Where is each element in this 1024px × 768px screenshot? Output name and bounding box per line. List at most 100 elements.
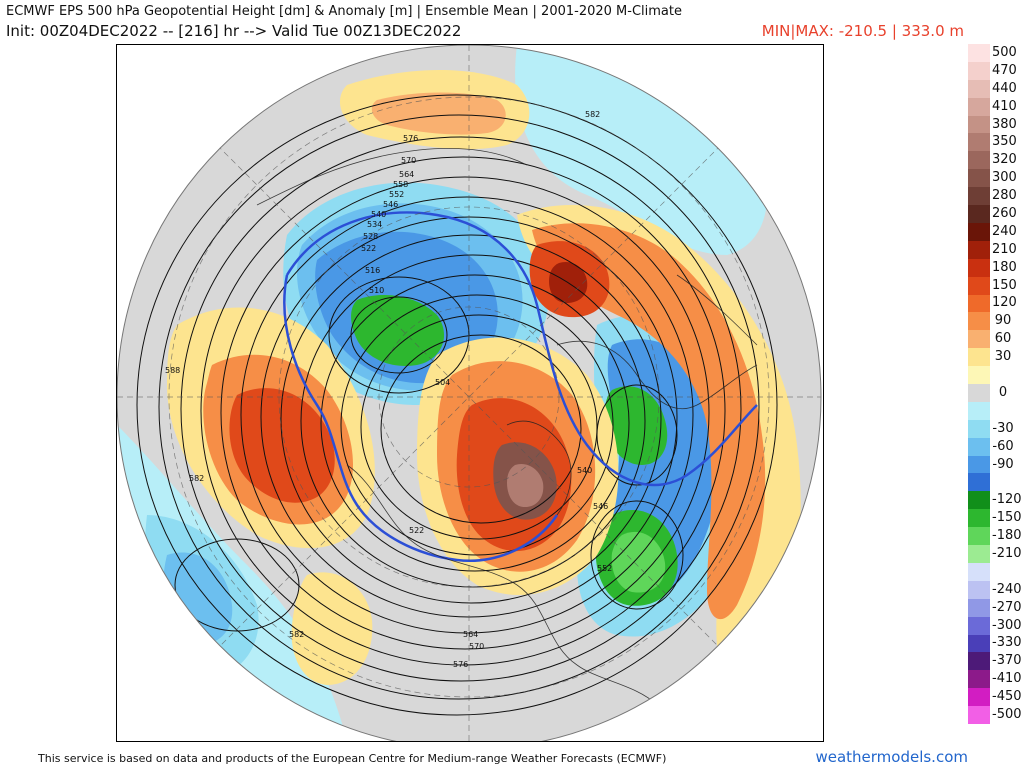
contour-label: 552 [389,190,404,199]
min-max-readout: MIN|MAX: -210.5 | 333.0 m [761,22,964,40]
legend-swatch [968,294,990,313]
contour-label: 528 [363,232,378,241]
legend-swatch [968,527,990,546]
legend-swatch [968,419,990,438]
legend-swatch [968,437,990,456]
legend-label: -60 [992,438,1014,454]
anomaly-map: 582 576 570 564 558 552 546 540 534 528 … [116,44,824,742]
contour-label: 522 [361,244,376,253]
legend-swatch [968,545,990,564]
contour-label: 564 [463,630,478,639]
legend-label: 90 [994,313,1012,329]
contour-labels: 582 576 570 564 558 552 546 540 534 528 … [165,110,612,669]
legend-swatch [968,240,990,259]
legend-label: -120 [992,492,1022,508]
contour-label: 522 [409,526,424,535]
legend-swatch [968,276,990,295]
anomaly-region-neg-scandinavia-core [604,386,668,465]
legend-label: -370 [992,653,1022,669]
legend-label: -240 [992,581,1022,597]
legend-label: 410 [992,98,1017,114]
legend-swatch [968,366,990,385]
legend-swatch [968,187,990,206]
legend-swatch [968,652,990,671]
legend-label: 0 [998,384,1008,400]
legend-label: 320 [992,152,1017,168]
anomaly-region-pos-atlantic-sub [291,572,373,685]
legend-swatch [968,616,990,635]
contour-label: 558 [393,180,408,189]
legend-label: 280 [992,188,1017,204]
map-canvas: 582 576 570 564 558 552 546 540 534 528 … [117,45,822,741]
contour-label: 504 [435,378,450,387]
legend-label: -90 [992,456,1014,472]
contour-label: 564 [399,170,414,179]
contour-label: 516 [365,266,380,275]
legend-label: -210 [992,546,1022,561]
legend-label: -150 [992,510,1022,526]
legend-swatch [968,634,990,653]
legend-label: 500 [992,44,1017,60]
data-credit: This service is based on data and produc… [38,752,667,765]
contour-label: 576 [453,660,468,669]
contour-label: 570 [401,156,416,165]
legend-label: -30 [992,420,1014,436]
anomaly-region-pos-pacific-core [229,388,335,503]
legend-swatch [968,151,990,170]
legend-swatch [968,455,990,474]
legend-swatch [968,258,990,277]
map-title: ECMWF EPS 500 hPa Geopotential Height [d… [6,4,682,19]
contour-label: 540 [577,466,592,475]
legend-swatch [968,509,990,528]
legend-swatch [968,580,990,599]
contour-label: 582 [189,474,204,483]
legend-swatch [968,491,990,510]
anomaly-region-neg-asia-core [351,295,445,366]
legend-label: 150 [992,277,1017,293]
legend-label: 180 [992,259,1017,275]
legend-label: -450 [992,689,1022,705]
legend-swatch [968,205,990,224]
legend-swatch [968,312,990,331]
contour-label: 552 [597,564,612,573]
legend-swatch [968,688,990,707]
contour-label: 534 [367,220,382,229]
legend-label: -270 [992,599,1022,615]
legend-label: 380 [992,116,1017,132]
legend-swatch [968,169,990,188]
legend-swatch [968,79,990,98]
contour-label: 540 [371,210,386,219]
coastlines [256,148,758,706]
legend-swatch [968,44,990,62]
legend-label: 30 [994,349,1012,365]
legend-swatch [968,222,990,241]
contour-540-line [283,211,758,562]
legend-label: 440 [992,80,1017,96]
anomaly-region-pos-greenland-peak [507,463,544,507]
contour-label: 546 [383,200,398,209]
height-contours [136,94,778,716]
legend-swatch [968,384,990,402]
anomaly-region-neg-north-atlantic [515,45,767,255]
contour-label: 576 [403,134,418,143]
legend-label: 240 [992,223,1017,239]
legend-swatch [968,562,990,581]
legend-swatch [968,348,990,367]
legend-label: 300 [992,170,1017,186]
legend-label: -330 [992,635,1022,651]
legend-label: 260 [992,206,1017,221]
legend-label: 60 [994,331,1012,347]
init-valid-time: Init: 00Z04DEC2022 -- [216] hr --> Valid… [6,22,462,40]
legend-swatch [968,61,990,80]
site-link[interactable]: weathermodels.com [815,748,968,766]
legend-label: 210 [992,241,1017,257]
map-disc-edge [117,45,822,741]
legend-swatch [968,473,990,492]
legend-label: 120 [992,295,1017,311]
legend-swatch [968,401,990,420]
contour-label: 546 [593,502,608,511]
anomaly-region-neg-westeurope-inner [611,531,666,593]
contour-label: 582 [289,630,304,639]
legend-label: 470 [992,62,1017,78]
graticule [117,45,821,741]
